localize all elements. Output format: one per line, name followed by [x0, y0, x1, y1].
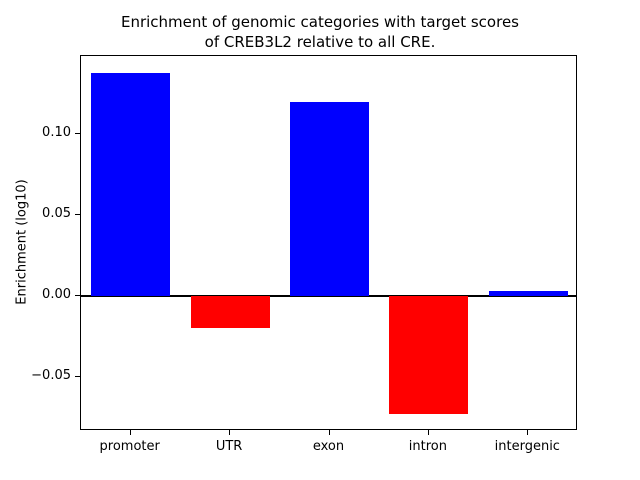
x-tick-promoter	[129, 430, 131, 435]
x-tick-label-UTR: UTR	[215, 439, 243, 454]
y-tick-0.10	[75, 133, 80, 135]
x-tick-label-intron: intron	[408, 439, 447, 454]
plot-area	[80, 55, 577, 430]
y-tick-0.00	[75, 294, 80, 296]
x-tick-UTR	[229, 430, 231, 435]
x-tick-intergenic	[527, 430, 529, 435]
chart-title: Enrichment of genomic categories with ta…	[120, 13, 519, 51]
y-axis-label: Enrichment (log10)	[14, 179, 30, 305]
x-tick-label-exon: exon	[312, 439, 345, 454]
y-tick-label-0.10: 0.10	[42, 125, 71, 141]
bar-UTR	[190, 295, 270, 329]
bar-promoter	[91, 73, 171, 296]
bar-exon	[290, 102, 369, 296]
bar-intergenic	[488, 291, 568, 296]
y-tick-label-0.00: 0.00	[42, 286, 71, 302]
y-tick-−0.05	[75, 375, 80, 377]
y-tick-label-−0.05: −0.05	[31, 367, 71, 383]
x-tick-label-promoter: promoter	[99, 439, 160, 454]
bar-intron	[389, 295, 469, 414]
y-tick-label-0.05: 0.05	[42, 206, 71, 222]
x-tick-label-intergenic: intergenic	[494, 439, 560, 454]
x-tick-exon	[328, 430, 330, 435]
y-tick-0.05	[75, 214, 80, 216]
x-tick-intron	[427, 430, 429, 435]
zero-line	[81, 294, 576, 297]
